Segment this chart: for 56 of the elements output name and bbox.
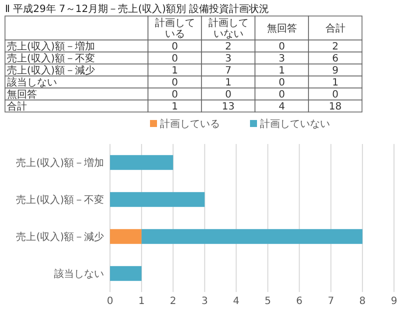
data-label: 7	[225, 66, 232, 76]
y-tick-label: 売上(収入)額－増加	[7, 40, 95, 52]
data-label: 9	[332, 66, 338, 76]
x-tick-label: 7	[328, 296, 334, 307]
y-tick-label: 売上(収入)額－不変	[16, 194, 104, 206]
x-tick-label: 無回答	[266, 22, 297, 34]
data-label: 2	[225, 42, 232, 52]
legend-label: 計画していない	[260, 118, 330, 130]
y-tick-label: 売上(収入)額－減少	[16, 231, 104, 243]
x-tick-label: 9	[390, 296, 398, 307]
x-tick-label: 8	[359, 296, 366, 307]
data-label: 6	[332, 54, 338, 64]
bar	[110, 229, 142, 244]
x-tick-label: 0	[106, 296, 114, 307]
data-label: 1	[172, 66, 178, 76]
x-tick-label: 2	[170, 296, 176, 307]
y-tick-label: 売上(収入)額－不変	[7, 52, 95, 64]
y-tick-label: 該当しない	[7, 76, 57, 88]
data-label: 18	[328, 102, 342, 112]
data-label: 1	[332, 78, 338, 88]
data-label: 0	[172, 78, 178, 88]
x-tick-label: 計画している	[154, 17, 195, 40]
x-tick-label: 6	[296, 296, 303, 307]
bar	[142, 229, 362, 244]
data-label: 1	[172, 102, 178, 112]
data-label: 1	[225, 78, 232, 88]
bar	[110, 192, 205, 207]
data-label: 0	[332, 90, 338, 100]
data-label: 3	[278, 54, 285, 64]
data-label: 2	[332, 42, 338, 52]
data-label: 3	[225, 54, 232, 64]
bar	[110, 266, 142, 281]
data-label: 0	[278, 78, 285, 88]
data-label: 0	[278, 42, 285, 52]
x-tick-label: 合計	[325, 22, 346, 34]
bar	[110, 155, 174, 170]
x-tick-label: 計画していない	[208, 17, 248, 40]
y-tick-label: 売上(収入)額－減少	[7, 64, 95, 76]
y-tick-label: 該当しない	[54, 268, 104, 280]
data-label: 1	[278, 66, 285, 76]
y-tick-label: 合計	[7, 100, 27, 112]
data-label: 0	[278, 90, 285, 100]
data-label: 13	[222, 102, 235, 112]
data-label: 0	[172, 54, 178, 64]
legend-label: 計画している	[160, 118, 220, 130]
data-label: 0	[172, 90, 178, 100]
x-tick-label: 1	[138, 296, 145, 307]
x-tick-label: 5	[264, 296, 271, 307]
y-tick-label: 売上(収入)額－増加	[16, 157, 104, 169]
data-label: 4	[278, 102, 285, 112]
data-label: 0	[225, 90, 232, 100]
chart-title: Ⅱ 平成29年 7～12月期－売上(収入)額別 設備投資計画状況	[5, 3, 270, 15]
x-tick-label: 4	[233, 296, 240, 307]
y-tick-label: 無回答	[7, 88, 37, 100]
x-tick-label: 3	[201, 296, 208, 307]
data-label: 0	[172, 42, 178, 52]
